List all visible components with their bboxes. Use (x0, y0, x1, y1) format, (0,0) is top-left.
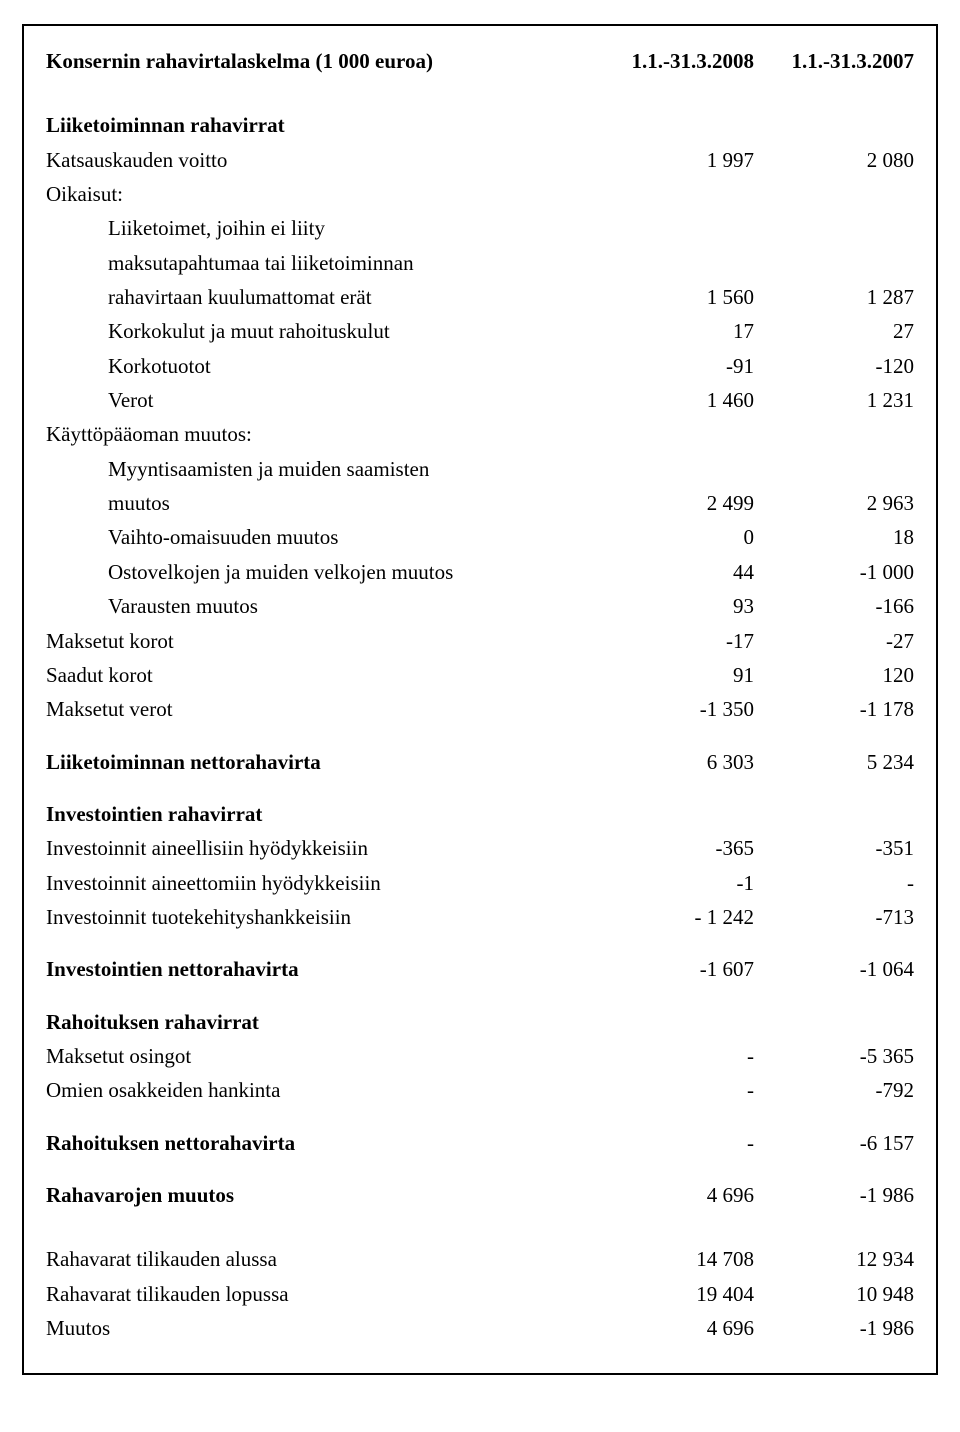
table-row: Investoinnit tuotekehityshankkeisiin- 1 … (46, 900, 914, 934)
table-row: Korkokulut ja muut rahoituskulut1727 (46, 314, 914, 348)
table-row: Myyntisaamisten ja muiden saamisten (46, 452, 914, 486)
table-row: Ostovelkojen ja muiden velkojen muutos44… (46, 555, 914, 589)
table-row: Vaihto-omaisuuden muutos018 (46, 520, 914, 554)
table-row: Liiketoimet, joihin ei liity (46, 211, 914, 245)
investing-title: Investointien rahavirrat (46, 797, 604, 831)
table-row: Rahavarat tilikauden lopussa19 40410 948 (46, 1277, 914, 1311)
table-row: Maksetut korot-17-27 (46, 624, 914, 658)
table-row: maksutapahtumaa tai liiketoiminnan (46, 246, 914, 280)
table-row: Verot1 4601 231 (46, 383, 914, 417)
report-frame: Konsernin rahavirtalaskelma (1 000 euroa… (22, 24, 938, 1375)
financing-title: Rahoituksen rahavirrat (46, 1005, 604, 1039)
col-2007-header: 1.1.-31.3.2007 (754, 44, 914, 78)
change-row: Rahavarojen muutos4 696-1 986 (46, 1178, 914, 1212)
table-row: Korkotuotot-91-120 (46, 349, 914, 383)
table-row: Käyttöpääoman muutos: (46, 417, 914, 451)
table-row: Rahavarat tilikauden alussa14 70812 934 (46, 1242, 914, 1276)
col-2008-header: 1.1.-31.3.2008 (604, 44, 754, 78)
table-row: Omien osakkeiden hankinta--792 (46, 1073, 914, 1107)
table-row: rahavirtaan kuulumattomat erät1 5601 287 (46, 280, 914, 314)
table-row: Maksetut osingot--5 365 (46, 1039, 914, 1073)
cashflow-table: Konsernin rahavirtalaskelma (1 000 euroa… (46, 44, 914, 1345)
table-row: Saadut korot91120 (46, 658, 914, 692)
page: Konsernin rahavirtalaskelma (1 000 euroa… (0, 0, 960, 1432)
operating-title: Liiketoiminnan rahavirrat (46, 108, 604, 142)
operating-net-row: Liiketoiminnan nettorahavirta6 3035 234 (46, 745, 914, 779)
table-row: muutos2 4992 963 (46, 486, 914, 520)
financing-net-row: Rahoituksen nettorahavirta--6 157 (46, 1126, 914, 1160)
header-row: Konsernin rahavirtalaskelma (1 000 euroa… (46, 44, 914, 78)
table-row: Investoinnit aineettomiin hyödykkeisiin-… (46, 866, 914, 900)
table-row: Muutos4 696-1 986 (46, 1311, 914, 1345)
table-row: Katsauskauden voitto1 9972 080 (46, 143, 914, 177)
investing-net-row: Investointien nettorahavirta-1 607-1 064 (46, 952, 914, 986)
table-row: Investoinnit aineellisiin hyödykkeisiin-… (46, 831, 914, 865)
table-row: Oikaisut: (46, 177, 914, 211)
table-row: Varausten muutos93-166 (46, 589, 914, 623)
table-row: Maksetut verot-1 350-1 178 (46, 692, 914, 726)
report-title: Konsernin rahavirtalaskelma (1 000 euroa… (46, 44, 604, 78)
